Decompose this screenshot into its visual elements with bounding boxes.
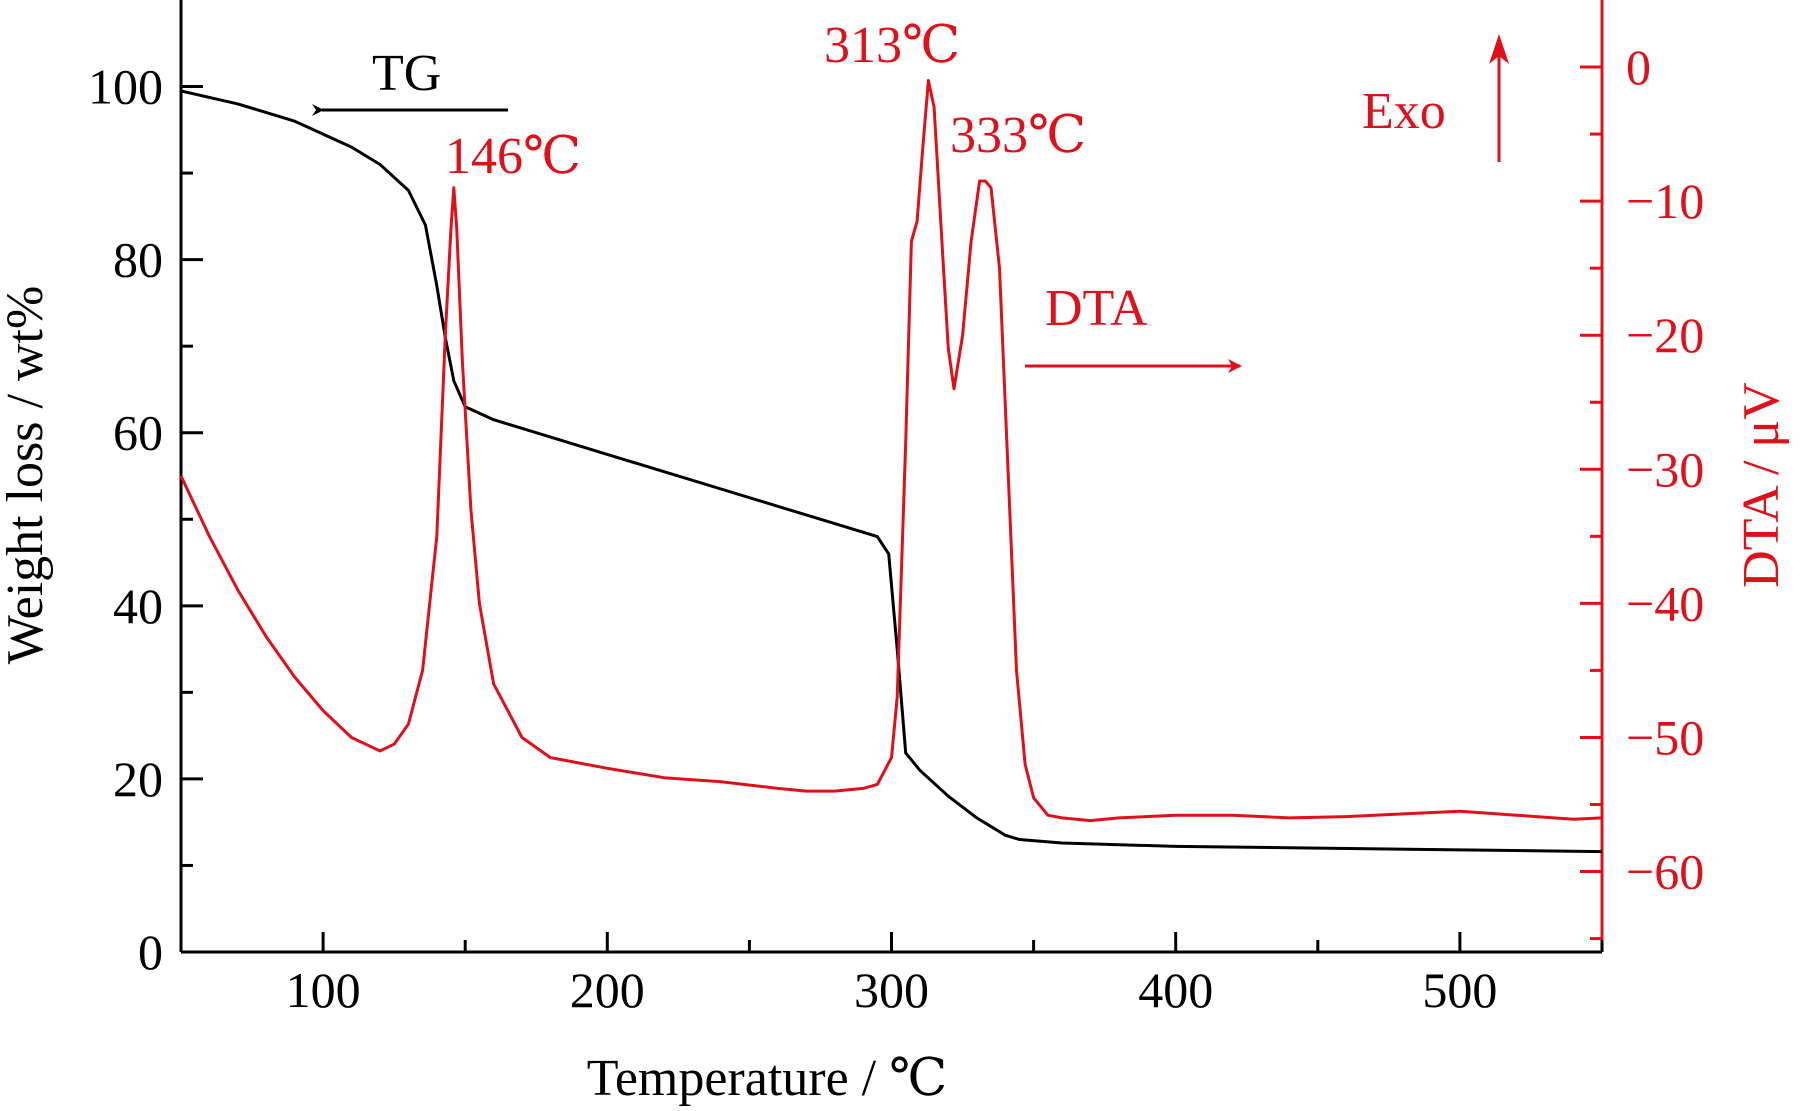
left-tick-label: 0 (138, 924, 163, 980)
x-tick-label: 400 (1138, 962, 1213, 1018)
tg-series-line (180, 89, 1603, 854)
left-tick-label: 20 (113, 751, 163, 807)
series-layer (179, 79, 1603, 854)
left-tick-label: 40 (113, 578, 163, 634)
annotation-333c: 333℃ (950, 107, 1086, 164)
x-tick-label: 500 (1422, 962, 1497, 1018)
x-axis-title: Temperature / ℃ (587, 1050, 948, 1107)
dta-series-line (179, 79, 1603, 823)
left-axis-title: Weight loss / wt% (0, 286, 54, 665)
annotation-313c: 313℃ (824, 17, 960, 74)
right-tick-label: 0 (1626, 39, 1651, 95)
left-tick-label: 100 (88, 59, 163, 115)
left-tick-label: 60 (113, 405, 163, 461)
right-axis-ticks: 0 −10 −20 −30 −40 −50 −60 (1580, 39, 1704, 941)
right-axis-title: DTA / μV (1733, 382, 1790, 588)
annotation-tg: TG (372, 45, 441, 102)
left-tick-label: 80 (113, 232, 163, 288)
left-axis-ticks: 0 20 40 60 80 100 (88, 59, 203, 980)
right-tick-label: −60 (1626, 844, 1704, 900)
x-tick-label: 200 (570, 962, 645, 1018)
x-axis-ticks: 100 200 300 400 500 (179, 932, 1604, 1018)
annotation-exo: Exo (1362, 83, 1446, 140)
plot-frame (179, 0, 1604, 954)
right-tick-label: −30 (1626, 441, 1704, 497)
annotation-146c: 146℃ (445, 128, 581, 185)
x-tick-label: 300 (854, 962, 929, 1018)
exo-arrow-head (1489, 34, 1509, 64)
right-tick-label: −40 (1626, 575, 1704, 631)
right-tick-label: −20 (1626, 307, 1704, 363)
x-tick-label: 100 (286, 962, 361, 1018)
right-tick-label: −10 (1626, 173, 1704, 229)
annotation-dta: DTA (1045, 280, 1148, 337)
right-tick-label: −50 (1626, 709, 1704, 765)
